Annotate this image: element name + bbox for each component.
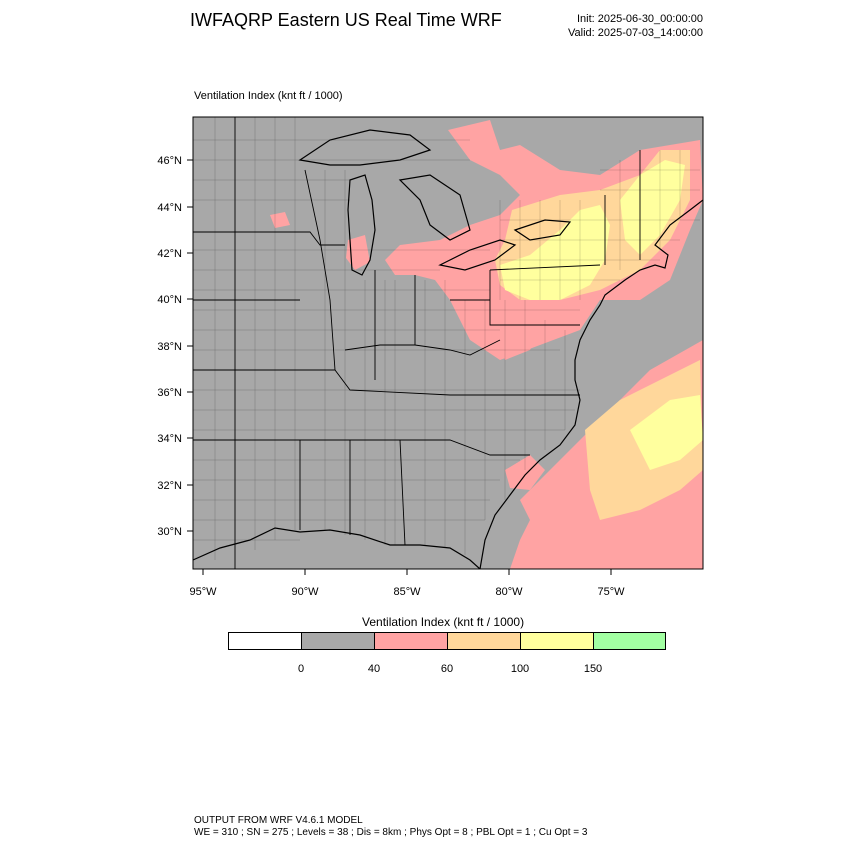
legend-bin-3 — [374, 632, 448, 650]
legend-label-100: 100 — [510, 663, 530, 675]
legend-bin-4 — [447, 632, 521, 650]
footer-model: OUTPUT FROM WRF V4.6.1 MODEL — [194, 815, 363, 826]
lat-tick-44: 44°N — [157, 202, 182, 214]
lon-tick-75: 75°W — [597, 586, 625, 598]
plot-label: Ventilation Index (knt ft / 1000) — [194, 90, 343, 102]
coastline-atlantic — [479, 199, 703, 569]
legend-label-60: 60 — [440, 663, 454, 675]
map-frame — [192, 116, 704, 570]
border-15 — [344, 339, 501, 356]
init-time: Init: 2025-06-30_00:00:00 — [577, 13, 703, 25]
lon-tick-80: 80°W — [495, 586, 523, 598]
lon-tick-95: 95°W — [189, 586, 217, 598]
lat-tick-38: 38°N — [157, 341, 182, 353]
border-1 — [193, 231, 345, 246]
field-pink-sc-coast — [505, 455, 545, 490]
lon-tick-90: 90°W — [291, 586, 319, 598]
lon-axis: 95°W 90°W 85°W 80°W 75°W — [189, 569, 625, 598]
border-10 — [399, 439, 406, 546]
border-12 — [489, 264, 601, 271]
legend-label-150: 150 — [583, 663, 603, 675]
border-3 — [193, 439, 530, 456]
lat-tick-34: 34°N — [157, 433, 182, 445]
legend-bin-2 — [301, 632, 375, 650]
legend-bin-6 — [593, 632, 666, 650]
legend-label-0: 0 — [297, 663, 305, 675]
lat-axis: 46°N 44°N 42°N 40°N 38°N 36°N 34°N 32°N … — [157, 155, 193, 538]
lon-tick-85: 85°W — [393, 586, 421, 598]
legend-bin-1 — [228, 632, 302, 650]
coastline-lake-huron — [398, 174, 471, 241]
map-field — [193, 117, 703, 569]
lat-tick-30: 30°N — [157, 526, 182, 538]
lat-tick-32: 32°N — [157, 480, 182, 492]
field-yellow-atlantic — [630, 395, 703, 470]
lat-tick-42: 42°N — [157, 248, 182, 260]
legend-title: Ventilation Index (knt ft / 1000) — [362, 615, 525, 629]
chart-title: IWFAQRP Eastern US Real Time WRF — [190, 10, 502, 30]
field-yellow-new-england — [620, 160, 685, 255]
coastline-lake-michigan — [347, 174, 376, 276]
county-grid — [193, 117, 700, 560]
coastline-lake-superior — [298, 129, 432, 166]
lat-tick-40: 40°N — [157, 294, 182, 306]
border-11 — [489, 270, 580, 326]
lat-tick-46: 46°N — [157, 155, 182, 167]
legend-bin-5 — [520, 632, 594, 650]
valid-time: Valid: 2025-07-03_14:00:00 — [568, 27, 703, 39]
legend-label-40: 40 — [367, 663, 381, 675]
footer-config: WE = 310 ; SN = 275 ; Levels = 38 ; Dis … — [194, 827, 588, 838]
field-yellow-ny-pa — [500, 205, 610, 300]
lat-tick-36: 36°N — [157, 387, 182, 399]
